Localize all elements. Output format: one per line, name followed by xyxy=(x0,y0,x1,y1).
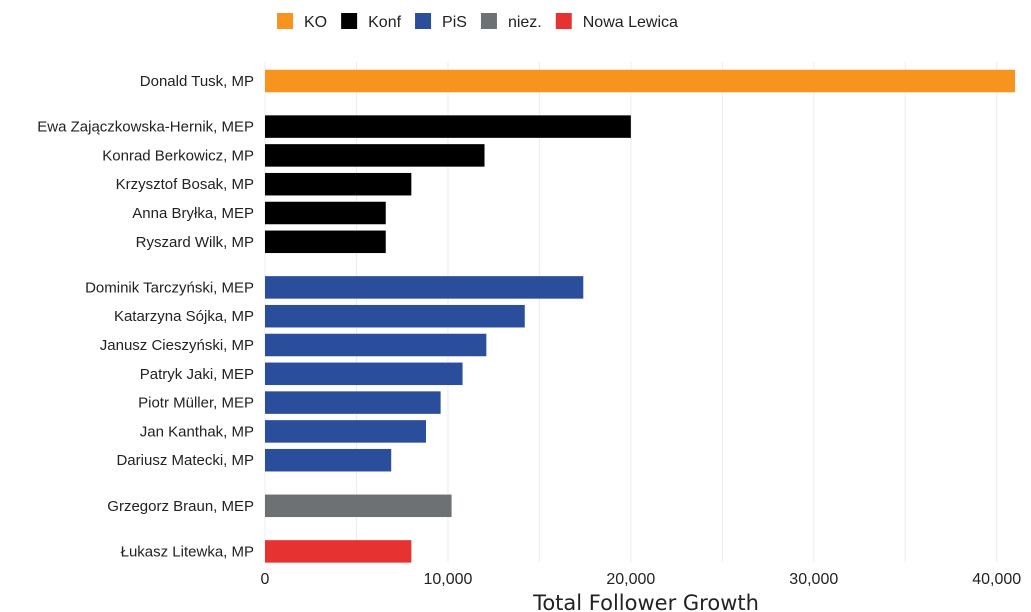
x-axis-title: Total Follower Growth xyxy=(532,591,759,612)
legend: KO Konf PiS niez. Nowa Lewica xyxy=(277,13,678,31)
x-tick-label: 40,000 xyxy=(972,571,1021,588)
bar xyxy=(265,172,412,196)
bar xyxy=(265,144,485,167)
category-label: Ryszard Wilk, MP xyxy=(136,234,254,251)
legend-label: PiS xyxy=(442,14,467,31)
x-tick-label: 0 xyxy=(261,571,270,588)
bar xyxy=(265,201,386,225)
bar xyxy=(265,230,386,254)
bar xyxy=(265,391,441,414)
x-tick-label: 20,000 xyxy=(606,571,655,588)
bar xyxy=(265,304,525,328)
bar xyxy=(265,420,426,443)
legend-swatch xyxy=(555,13,572,29)
category-label: Dominik Tarczyński, MEP xyxy=(85,279,254,296)
bars xyxy=(265,69,1015,563)
category-label: Katarzyna Sójka, MP xyxy=(114,308,254,325)
bar xyxy=(265,333,487,357)
category-label: Jan Kanthak, MP xyxy=(140,423,254,440)
legend-swatch xyxy=(415,13,432,29)
legend-label: Nowa Lewica xyxy=(583,14,678,31)
legend-swatch xyxy=(277,13,293,29)
bar xyxy=(265,540,412,563)
bar xyxy=(265,69,1015,93)
category-label: Donald Tusk, MP xyxy=(140,73,254,90)
category-label: Patryk Jaki, MEP xyxy=(140,366,254,383)
x-axis-ticks: 0 10,000 20,000 30,000 40,000 xyxy=(261,571,1022,588)
category-label: Grzegorz Braun, MEP xyxy=(107,498,254,515)
legend-label: niez. xyxy=(508,14,542,31)
category-label: Janusz Cieszyński, MP xyxy=(100,337,254,354)
x-tick-label: 30,000 xyxy=(789,571,838,588)
bar xyxy=(265,362,463,386)
legend-label: KO xyxy=(304,14,327,31)
category-label: Dariusz Matecki, MP xyxy=(116,452,254,469)
category-label: Krzysztof Bosak, MP xyxy=(116,176,254,193)
legend-swatch xyxy=(341,13,358,29)
bar xyxy=(265,276,584,299)
category-labels: Donald Tusk, MP Ewa Zajączkowska-Hernik, … xyxy=(37,73,254,560)
category-label: Ewa Zajączkowska-Hernik, MEP xyxy=(37,119,254,136)
category-label: Piotr Müller, MEP xyxy=(138,395,254,412)
category-label: Łukasz Litewka, MP xyxy=(121,543,254,560)
category-label: Konrad Berkowicz, MP xyxy=(102,147,254,164)
bar xyxy=(265,115,631,138)
legend-label: Konf xyxy=(368,14,401,31)
x-tick-label: 10,000 xyxy=(423,571,472,588)
bar xyxy=(265,494,452,518)
legend-swatch xyxy=(480,13,497,29)
category-label: Anna Bryłka, MEP xyxy=(132,205,254,222)
bar xyxy=(265,448,392,472)
